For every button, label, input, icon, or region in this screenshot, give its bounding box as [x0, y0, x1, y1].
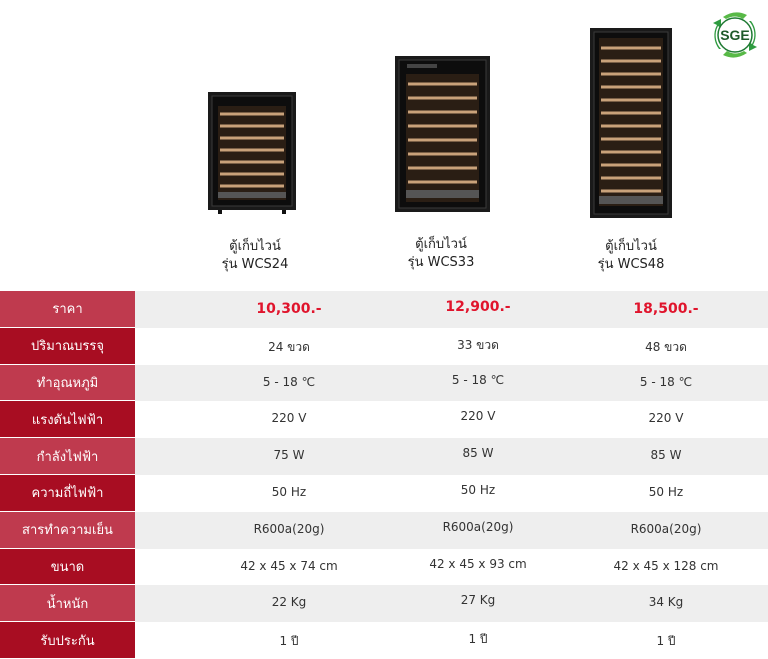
- price-cell: 18,500.-: [633, 301, 699, 317]
- value-cell: 85 W: [650, 448, 682, 463]
- value-cell: 22 Kg: [271, 595, 307, 610]
- wine-fridge-wcs24-image: [208, 92, 296, 214]
- product-model: รุ่น WCS24: [221, 257, 289, 272]
- row-label: น้ำหนัก: [0, 585, 135, 623]
- value-cell: 220 V: [648, 411, 684, 426]
- product-type: ตู้เก็บไวน์: [605, 239, 657, 254]
- product-name-wcs48: ตู้เก็บไวน์ รุ่น WCS48: [566, 238, 696, 274]
- spec-row-weight: น้ำหนัก 22 Kg 27 Kg 34 Kg: [0, 585, 768, 623]
- row-label: แรงดันไฟฟ้า: [0, 401, 135, 439]
- row-label: รับประกัน: [0, 622, 135, 659]
- value-cell: 50 Hz: [271, 484, 307, 499]
- value-cell: 75 W: [273, 448, 305, 463]
- spec-row-voltage: แรงดันไฟฟ้า 220 V 220 V 220 V: [0, 401, 768, 439]
- value-cell: 1 ปี: [279, 634, 299, 649]
- spec-row-power: กำลังไฟฟ้า 75 W 85 W 85 W: [0, 438, 768, 475]
- value-cell: 50 Hz: [648, 484, 684, 499]
- value-cell: 50 Hz: [460, 482, 496, 497]
- value-cell: 220 V: [271, 411, 307, 426]
- row-label: ปริมาณบรรจุ: [0, 327, 135, 365]
- value-cell: 33 ขวด: [457, 337, 499, 352]
- product-name-wcs24: ตู้เก็บไวน์ รุ่น WCS24: [190, 238, 320, 274]
- value-cell: 5 - 18 ℃: [451, 372, 505, 387]
- row-label: ความถี่ไฟฟ้า: [0, 474, 135, 512]
- sge-logo: SGE: [709, 9, 761, 61]
- product-type: ตู้เก็บไวน์: [415, 237, 467, 252]
- value-cell: 34 Kg: [648, 595, 684, 610]
- row-label: ราคา: [0, 291, 135, 328]
- value-cell: 42 x 45 x 74 cm: [240, 558, 338, 573]
- value-cell: 220 V: [460, 409, 496, 424]
- value-cell: R600a(20g): [442, 519, 514, 534]
- value-cell: 48 ขวด: [645, 339, 687, 354]
- value-cell: R600a(20g): [630, 521, 702, 536]
- value-cell: R600a(20g): [253, 521, 325, 536]
- row-label: กำลังไฟฟ้า: [0, 438, 135, 475]
- value-cell: 85 W: [462, 446, 494, 461]
- value-cell: 42 x 45 x 93 cm: [429, 556, 527, 571]
- price-cell: 12,900.-: [445, 299, 511, 315]
- product-type: ตู้เก็บไวน์: [229, 239, 281, 254]
- row-label: สารทำความเย็น: [0, 511, 135, 549]
- logo-text: SGE: [720, 27, 750, 43]
- spec-row-temperature: ทำอุณหภูมิ 5 - 18 ℃ 5 - 18 ℃ 5 - 18 ℃: [0, 364, 768, 402]
- product-model: รุ่น WCS33: [407, 255, 475, 270]
- spec-row-dimensions: ขนาด 42 x 45 x 74 cm 42 x 45 x 93 cm 42 …: [0, 548, 768, 586]
- product-model: รุ่น WCS48: [597, 257, 665, 272]
- spec-table: ราคา 10,300.- 12,900.- 18,500.- ปริมาณบร…: [0, 291, 768, 659]
- value-cell: 5 - 18 ℃: [639, 374, 693, 389]
- spec-row-price: ราคา 10,300.- 12,900.- 18,500.-: [0, 291, 768, 328]
- value-cell: 27 Kg: [460, 593, 496, 608]
- value-cell: 24 ขวด: [268, 339, 310, 354]
- value-cell: 42 x 45 x 128 cm: [613, 558, 719, 573]
- value-cell: 1 ปี: [656, 634, 676, 649]
- spec-row-frequency: ความถี่ไฟฟ้า 50 Hz 50 Hz 50 Hz: [0, 474, 768, 512]
- product-name-wcs33: ตู้เก็บไวน์ รุ่น WCS33: [376, 236, 506, 272]
- wine-fridge-wcs48-image: [590, 28, 672, 222]
- value-cell: 1 ปี: [468, 632, 488, 647]
- row-label: ขนาด: [0, 548, 135, 586]
- price-cell: 10,300.-: [256, 301, 322, 317]
- row-label: ทำอุณหภูมิ: [0, 364, 135, 402]
- wine-fridge-wcs33-image: [395, 56, 490, 216]
- spec-row-refrigerant: สารทำความเย็น R600a(20g) R600a(20g) R600…: [0, 511, 768, 549]
- spec-row-warranty: รับประกัน 1 ปี 1 ปี 1 ปี: [0, 622, 768, 659]
- value-cell: 5 - 18 ℃: [262, 374, 316, 389]
- spec-row-capacity: ปริมาณบรรจุ 24 ขวด 33 ขวด 48 ขวด: [0, 327, 768, 365]
